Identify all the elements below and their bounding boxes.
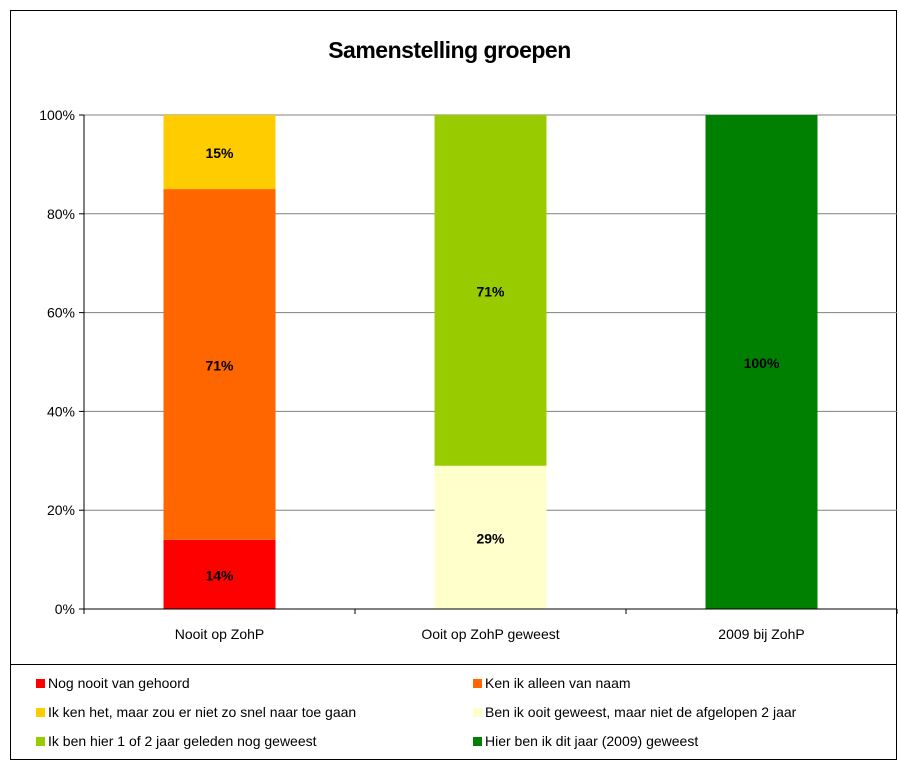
legend-swatch — [473, 678, 482, 688]
bar-segment — [434, 115, 547, 466]
bar-segment — [434, 465, 547, 609]
data-label: 14% — [205, 567, 234, 583]
legend-label: Ben ik ooit geweest, maar niet de afgelo… — [485, 704, 797, 720]
y-tick-label: 0% — [55, 601, 75, 617]
legend-label: Ik ken het, maar zou er niet zo snel naa… — [48, 704, 357, 720]
y-tick-label: 80% — [47, 206, 75, 222]
bar-segment — [163, 539, 276, 609]
bar-segment — [163, 115, 276, 190]
x-tick-label: Ooit op ZohP geweest — [421, 626, 559, 642]
legend-item: Ken ik alleen van naam — [473, 675, 631, 691]
legend-swatch — [36, 678, 45, 688]
y-tick-label: 60% — [47, 305, 75, 321]
data-label: 71% — [476, 283, 505, 299]
bar-segment — [705, 115, 818, 609]
legend: Nog nooit van gehoord Ken ik alleen van n… — [10, 664, 897, 760]
data-label: 15% — [205, 145, 234, 161]
legend-item: Ik ben hier 1 of 2 jaar geleden nog gewe… — [36, 733, 317, 749]
legend-item: Nog nooit van gehoord — [36, 675, 190, 691]
legend-item: Ben ik ooit geweest, maar niet de afgelo… — [473, 704, 796, 720]
y-tick-label: 40% — [47, 403, 75, 419]
data-label: 29% — [476, 530, 505, 546]
legend-label: Ik ben hier 1 of 2 jaar geleden nog gewe… — [48, 733, 317, 749]
x-tick-label: Nooit op ZohP — [175, 626, 265, 642]
chart-plot: 0% 20% 40% 60% 80% 100% Nooit op ZohP Ooit op Z… — [39, 107, 898, 642]
data-label: 100% — [744, 355, 780, 371]
x-tick-label: 2009 bij ZohP — [718, 626, 804, 642]
bar-segment — [163, 189, 276, 540]
legend-label: Hier ben ik dit jaar (2009) geweest — [485, 733, 699, 749]
chart-title: Samenstelling groepen — [328, 37, 571, 63]
legend-swatch — [36, 736, 45, 746]
data-label: 71% — [205, 357, 234, 373]
legend-item: Ik ken het, maar zou er niet zo snel naa… — [36, 704, 356, 720]
legend-label: Ken ik alleen van naam — [485, 675, 631, 691]
legend-swatch — [36, 707, 45, 717]
legend-label: Nog nooit van gehoord — [48, 675, 190, 691]
legend-swatch — [473, 707, 482, 717]
legend-swatch — [473, 736, 482, 746]
legend-item: Hier ben ik dit jaar (2009) geweest — [473, 733, 698, 749]
y-tick-label: 100% — [39, 107, 75, 123]
y-tick-label: 20% — [47, 502, 75, 518]
